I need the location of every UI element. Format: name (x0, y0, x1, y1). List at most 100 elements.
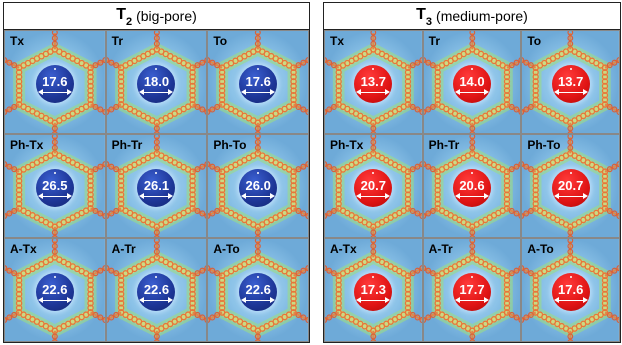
pore-size-value: 22.6 (42, 282, 68, 297)
pore-cell: A-To 22.6 (207, 238, 309, 342)
double-arrow-icon (37, 192, 72, 199)
pore-size-value: 26.0 (245, 178, 271, 193)
pore-cell: Tx 13.7 (324, 30, 423, 134)
cell-label: Tr (111, 34, 123, 48)
cell-label: A-To (213, 242, 240, 256)
pore-size-disc: 26.1 (137, 169, 176, 207)
pore-size-disc: 22.6 (35, 273, 74, 311)
double-arrow-icon (139, 192, 174, 199)
double-arrow-icon (139, 88, 174, 95)
pore-cell: A-Tr 22.6 (105, 238, 208, 342)
pore-size-value: 22.6 (245, 282, 271, 297)
framework-structure-image (522, 135, 619, 237)
cell-label: A-Tr (111, 242, 136, 256)
pore-cell: A-Tr 17.7 (422, 238, 522, 342)
double-arrow-icon (553, 192, 588, 199)
pore-size-disc: 22.6 (239, 273, 278, 311)
pore-center-dot (53, 68, 56, 70)
pore-size-disc: 14.0 (452, 65, 491, 103)
pore-size-disc: 13.7 (354, 65, 393, 103)
pore-cell: To 13.7 (521, 30, 620, 134)
pore-center-dot (155, 172, 158, 174)
pore-size-disc: 17.3 (354, 273, 393, 311)
cell-label: Ph-Tx (10, 138, 44, 152)
double-arrow-icon (139, 296, 174, 303)
pore-center-dot (569, 172, 572, 174)
cell-label: Ph-To (527, 138, 561, 152)
double-arrow-icon (37, 296, 72, 303)
framework-structure-image (522, 239, 619, 341)
pore-cell: A-To 17.6 (521, 238, 620, 342)
double-arrow-icon (454, 88, 489, 95)
framework-structure-image (5, 31, 105, 133)
pore-cell: A-Tx 17.3 (324, 238, 423, 342)
pore-cell: Ph-Tr 26.1 (105, 134, 208, 238)
pore-size-disc: 22.6 (137, 273, 176, 311)
double-arrow-icon (241, 296, 276, 303)
pore-size-value: 14.0 (459, 74, 485, 89)
double-arrow-icon (356, 296, 391, 303)
cell-label: Tx (10, 34, 25, 48)
pore-cell: A-Tx 22.6 (4, 238, 106, 342)
pore-size-disc: 20.7 (551, 169, 590, 207)
pore-size-value: 26.1 (143, 178, 170, 193)
pore-center-dot (257, 68, 260, 70)
pore-center-dot (257, 172, 260, 174)
cell-label: To (213, 34, 228, 48)
pore-grid: Tx 13.7 Tr 14.0 To 13.7 Ph-Tx 20.7 Ph-Tr 20.6 Ph-T… (323, 29, 621, 343)
cell-label: Ph-To (213, 138, 247, 152)
pore-size-disc: 13.7 (551, 65, 590, 103)
cell-label: To (527, 34, 542, 48)
double-arrow-icon (356, 192, 391, 199)
cell-label: A-Tx (10, 242, 37, 256)
pore-size-disc: 18.0 (137, 65, 176, 103)
pore-center-dot (470, 68, 473, 70)
framework-structure-image (208, 31, 308, 133)
pore-center-dot (372, 276, 375, 278)
pore-size-value: 22.6 (143, 282, 170, 297)
cell-label: Ph-Tr (428, 138, 460, 152)
pore-size-value: 20.6 (459, 178, 485, 193)
panel-description: (big-pore) (136, 8, 197, 24)
pore-cell: Ph-Tx 26.5 (4, 134, 106, 238)
pore-size-value: 13.7 (360, 74, 386, 89)
cell-label: A-Tx (330, 242, 357, 256)
pore-size-disc: 26.0 (239, 169, 278, 207)
cell-label: Tx (330, 34, 345, 48)
double-arrow-icon (37, 88, 72, 95)
pore-size-disc: 26.5 (35, 169, 74, 207)
pore-size-value: 17.6 (42, 74, 68, 89)
pore-size-value: 17.6 (558, 282, 584, 297)
pore-center-dot (257, 276, 260, 278)
panel-title: T3 (416, 5, 433, 29)
pore-center-dot (155, 276, 158, 278)
pore-cell: Ph-To 26.0 (207, 134, 309, 238)
pore-size-disc: 20.7 (354, 169, 393, 207)
double-arrow-icon (241, 88, 276, 95)
double-arrow-icon (553, 296, 588, 303)
pore-cell: Tr 14.0 (422, 30, 522, 134)
pore-size-value: 17.6 (245, 74, 271, 89)
pore-size-disc: 17.6 (35, 65, 74, 103)
pore-size-value: 18.0 (143, 74, 170, 89)
framework-structure-image (423, 135, 521, 237)
pore-cell: Tx 17.6 (4, 30, 106, 134)
panel-title-subscript: 2 (125, 16, 133, 29)
pore-size-disc: 17.6 (551, 273, 590, 311)
cell-label: Ph-Tr (111, 138, 143, 152)
cell-label: A-To (527, 242, 554, 256)
pore-center-dot (372, 68, 375, 70)
double-arrow-icon (454, 192, 489, 199)
panel-title: T2 (116, 5, 133, 29)
pore-cell: Ph-Tr 20.6 (422, 134, 522, 238)
pore-size-value: 20.7 (360, 178, 386, 193)
pore-cell: Tr 18.0 (105, 30, 208, 134)
panel-t3: T3 (medium-pore) Tx 13.7 Tr 14.0 To 13.7 Ph-Tx… (323, 2, 621, 343)
pore-size-disc: 20.6 (452, 169, 491, 207)
panel-header: T2 (big-pore) (3, 2, 310, 29)
pore-cell: To 17.6 (207, 30, 309, 134)
pore-size-value: 17.3 (360, 282, 386, 297)
pore-center-dot (53, 276, 56, 278)
panel-description: (medium-pore) (436, 8, 528, 24)
pore-center-dot (569, 68, 572, 70)
